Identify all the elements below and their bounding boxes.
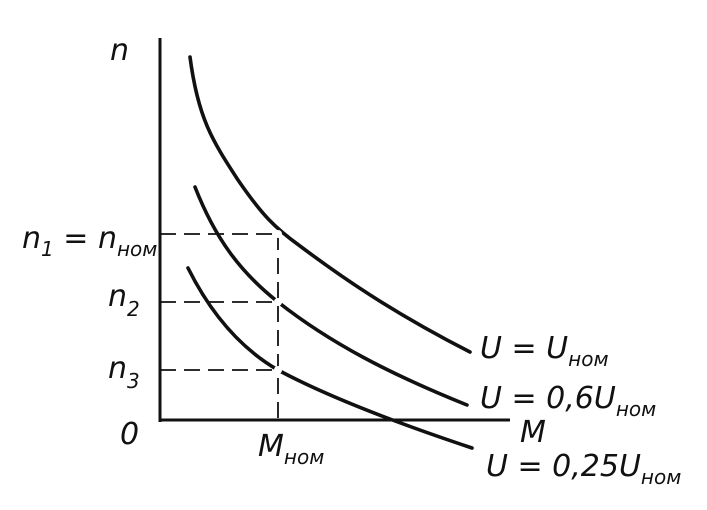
point-n3 [274,366,282,374]
curve-u-025 [186,266,474,450]
y-axis-label: n [110,33,129,68]
tick-n3: n3 [108,351,140,393]
tick-m-nom: Mном [258,429,324,469]
tick-n1: n1 = nном [22,221,157,261]
curve-u-06 [193,185,469,407]
label-u-06: U = 0,6Uном [480,381,656,421]
point-n1 [274,230,282,238]
x-axis-label: M [520,415,546,450]
label-u-025: U = 0,25Uном [486,449,681,489]
curve-u-nom [188,55,472,354]
label-u-nom: U = Uном [480,331,609,371]
tick-n2: n2 [108,279,140,321]
origin-label: 0 [120,417,139,452]
point-n2 [274,298,282,306]
